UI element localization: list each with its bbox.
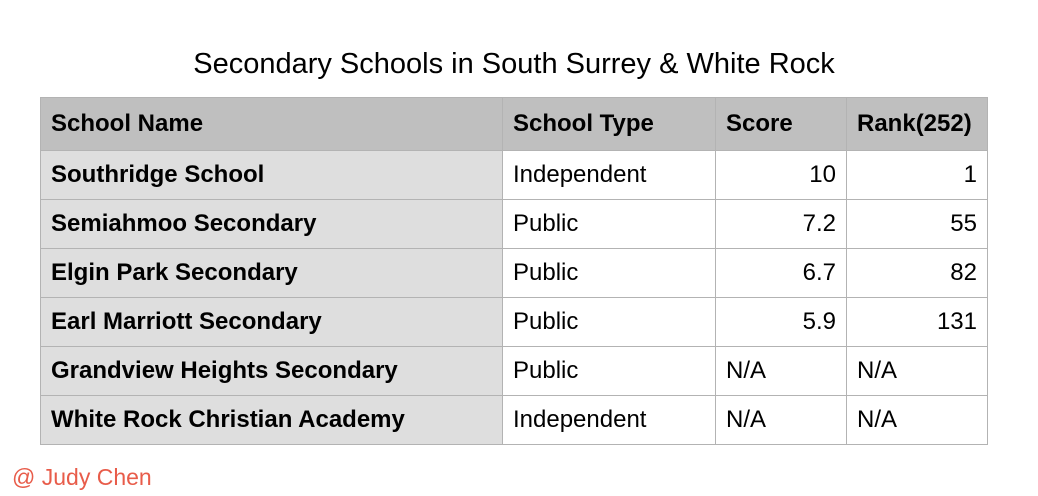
rank-cell: 1 — [846, 150, 988, 200]
table-row: Earl Marriott Secondary Public 5.9 131 — [40, 297, 988, 347]
table-row: Grandview Heights Secondary Public N/A N/A — [40, 346, 988, 396]
rank-cell: N/A — [846, 346, 988, 396]
column-header-school-type: School Type — [502, 97, 716, 151]
school-name-cell: Grandview Heights Secondary — [40, 346, 503, 396]
author-credit: @ Judy Chen — [12, 464, 152, 490]
table-body: Southridge School Independent 10 1 Semiahmoo… — [40, 150, 988, 445]
score-cell: 5.9 — [715, 297, 847, 347]
school-type-cell: Public — [502, 297, 716, 347]
school-name-cell: Earl Marriott Secondary — [40, 297, 503, 347]
column-header-school-name: School Name — [40, 97, 503, 151]
score-cell: 10 — [715, 150, 847, 200]
score-cell: 6.7 — [715, 248, 847, 298]
score-cell: 7.2 — [715, 199, 847, 249]
table-row: Southridge School Independent 10 1 — [40, 150, 988, 200]
rank-cell: 82 — [846, 248, 988, 298]
column-header-score: Score — [715, 97, 847, 151]
school-name-cell: Semiahmoo Secondary — [40, 199, 503, 249]
school-type-cell: Public — [502, 199, 716, 249]
rank-cell: 55 — [846, 199, 988, 249]
score-cell: N/A — [715, 346, 847, 396]
table-header-row: School Name School Type Score Rank(252) — [40, 97, 988, 151]
column-header-rank: Rank(252) — [846, 97, 988, 151]
school-name-cell: White Rock Christian Academy — [40, 395, 503, 445]
schools-table: School Name School Type Score Rank(252) … — [40, 97, 988, 445]
school-type-cell: Independent — [502, 150, 716, 200]
school-type-cell: Public — [502, 346, 716, 396]
rank-cell: 131 — [846, 297, 988, 347]
chart-title: Secondary Schools in South Surrey & Whit… — [193, 48, 835, 80]
score-cell: N/A — [715, 395, 847, 445]
table-row: Semiahmoo Secondary Public 7.2 55 — [40, 199, 988, 249]
school-name-cell: Elgin Park Secondary — [40, 248, 503, 298]
school-type-cell: Public — [502, 248, 716, 298]
table-row: Elgin Park Secondary Public 6.7 82 — [40, 248, 988, 298]
table-row: White Rock Christian Academy Independent N… — [40, 395, 988, 445]
school-name-cell: Southridge School — [40, 150, 503, 200]
rank-cell: N/A — [846, 395, 988, 445]
school-type-cell: Independent — [502, 395, 716, 445]
